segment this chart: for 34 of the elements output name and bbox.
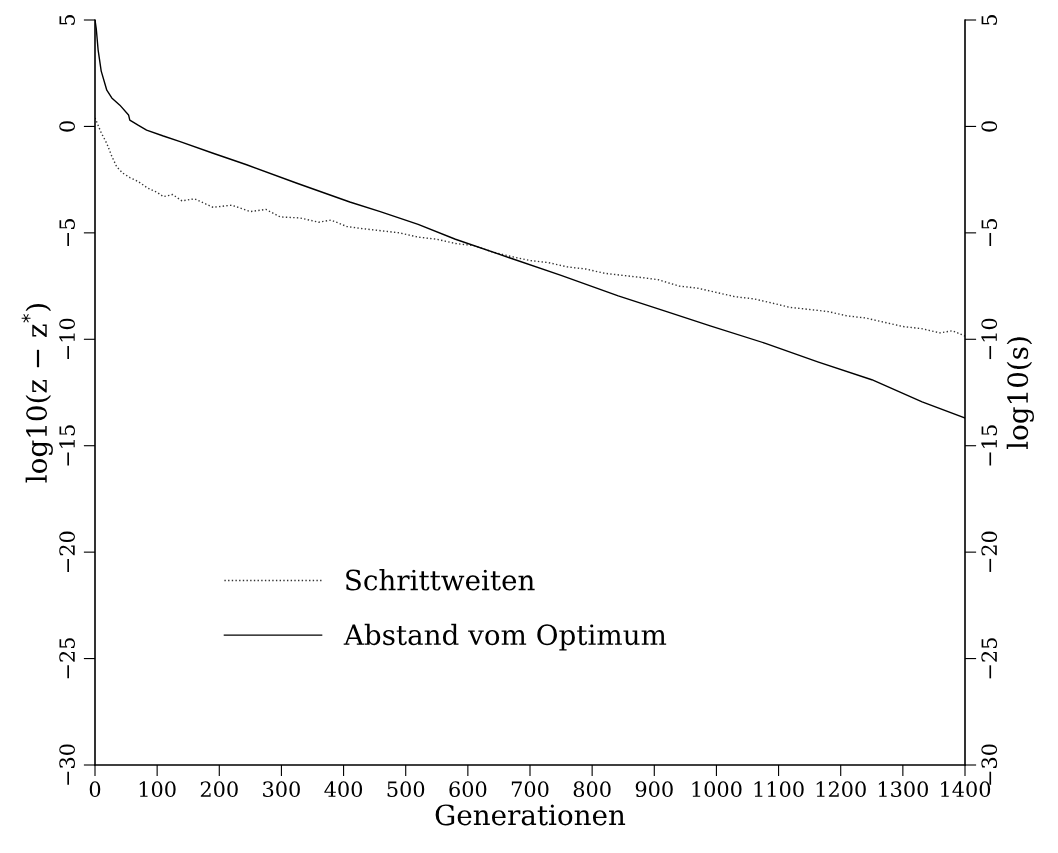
x-tick-label: 200 (200, 781, 238, 798)
y2-tick-label: −20 (981, 531, 998, 572)
y2-tick-label: −5 (981, 219, 998, 247)
x-tick-label: 300 (263, 781, 300, 798)
y2-tick-label: 5 (981, 14, 998, 25)
y2-axis-title: log10(s) (1006, 337, 1034, 450)
y-tick-label: −20 (59, 531, 75, 572)
y-tick-label: 0 (59, 121, 75, 132)
y2-tick-label: 0 (981, 121, 998, 132)
y2-tick-label: −10 (981, 318, 998, 360)
legend-label: Schrittweiten (346, 569, 535, 591)
x-tick-label: 500 (387, 781, 425, 798)
x-tick-label: 400 (324, 781, 363, 798)
x-tick-label: 600 (449, 781, 487, 798)
y-tick-label: −10 (59, 318, 75, 360)
x-axis-title: Generationen (435, 804, 626, 826)
x-tick-label: 0 (89, 781, 101, 798)
y-tick-label: −25 (59, 638, 75, 679)
x-tick-label: 700 (511, 781, 549, 798)
x-tick-label: 1200 (816, 781, 866, 798)
x-tick-label: 100 (139, 781, 176, 798)
x-tick-label: 1000 (692, 781, 742, 798)
x-tick-label: 1300 (878, 781, 928, 798)
x-tick-label: 900 (635, 781, 673, 798)
legend-label: Abstand vom Optimum (343, 623, 667, 651)
x-tick-label: 800 (573, 781, 611, 798)
x-tick-label: 1100 (754, 781, 804, 798)
y-tick-label: −15 (59, 425, 75, 466)
y-tick-label: −5 (59, 219, 75, 247)
y2-tick-label: −25 (981, 638, 998, 679)
y2-tick-label: −15 (981, 425, 998, 466)
y-tick-label: −30 (59, 744, 75, 785)
y-tick-label: 5 (59, 14, 75, 25)
y-axis-title: log10(z − z$^{*}$) (21, 304, 53, 483)
